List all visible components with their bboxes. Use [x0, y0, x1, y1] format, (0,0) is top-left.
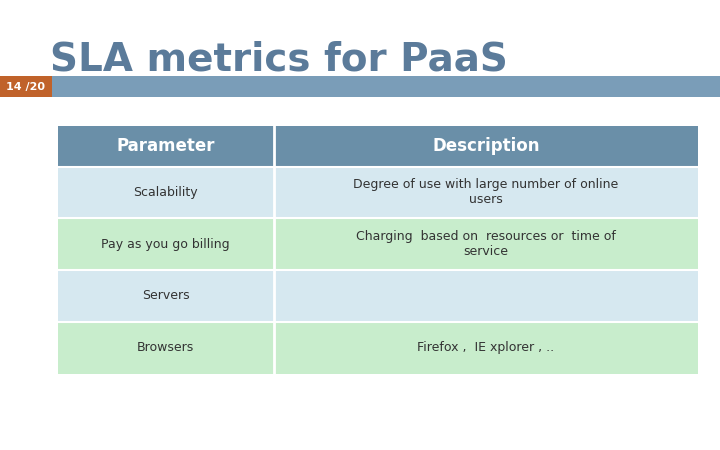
Text: Description: Description	[432, 137, 540, 155]
Text: Degree of use with large number of online
users: Degree of use with large number of onlin…	[354, 178, 618, 207]
FancyBboxPatch shape	[58, 322, 274, 374]
Text: Parameter: Parameter	[117, 137, 215, 155]
FancyBboxPatch shape	[274, 166, 698, 218]
FancyBboxPatch shape	[58, 166, 274, 218]
Text: Firefox ,  IE xplorer , ..: Firefox , IE xplorer , ..	[418, 341, 554, 354]
Text: 14 /20: 14 /20	[6, 81, 45, 92]
FancyBboxPatch shape	[0, 76, 52, 97]
FancyBboxPatch shape	[58, 126, 274, 166]
FancyBboxPatch shape	[0, 76, 720, 97]
FancyBboxPatch shape	[274, 322, 698, 374]
Text: Servers: Servers	[142, 289, 189, 302]
Text: Browsers: Browsers	[137, 341, 194, 354]
Text: SLA metrics for PaaS: SLA metrics for PaaS	[50, 40, 508, 78]
FancyBboxPatch shape	[58, 218, 274, 270]
FancyBboxPatch shape	[274, 270, 698, 322]
Text: Pay as you go billing: Pay as you go billing	[102, 238, 230, 251]
Text: Scalability: Scalability	[133, 186, 198, 199]
FancyBboxPatch shape	[58, 270, 274, 322]
FancyBboxPatch shape	[274, 218, 698, 270]
FancyBboxPatch shape	[274, 126, 698, 166]
Text: Charging  based on  resources or  time of
service: Charging based on resources or time of s…	[356, 230, 616, 258]
